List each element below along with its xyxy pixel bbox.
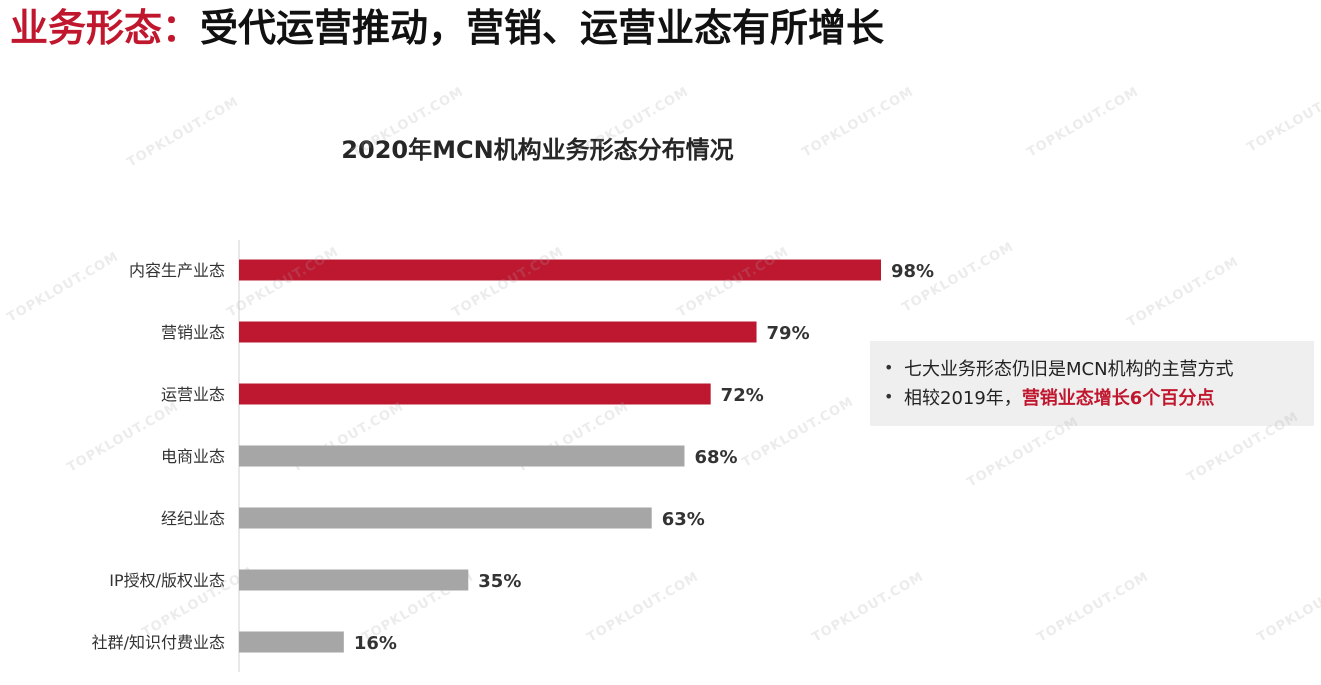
category-label: IP授权/版权业态 — [109, 571, 225, 590]
category-label: 社群/知识付费业态 — [92, 633, 225, 652]
note-text-1: 七大业务形态仍旧是MCN机构的主营方式 — [904, 358, 1234, 380]
note-line-2: • 相较2019年， 营销业态增长6个百分点 — [884, 382, 1314, 411]
category-label: 电商业态 — [161, 447, 225, 466]
headline-accent: 业务形态： — [10, 6, 201, 50]
bar — [239, 445, 685, 467]
value-label: 63% — [662, 509, 705, 530]
bullet-icon: • — [884, 358, 894, 377]
note-line-1: • 七大业务形态仍旧是MCN机构的主营方式 — [884, 353, 1314, 382]
bar — [239, 259, 881, 281]
bullet-icon: • — [884, 387, 894, 406]
note-text-2-prefix: 相较2019年， — [904, 387, 1022, 409]
value-label: 98% — [891, 261, 934, 282]
value-label: 68% — [694, 447, 737, 468]
bar — [239, 631, 344, 653]
headline: 业务形态：受代运营推动，营销、运营业态有所增长 — [10, 2, 884, 54]
category-label: 运营业态 — [161, 385, 225, 404]
bar — [239, 507, 652, 529]
bar — [239, 321, 757, 343]
headline-main: 受代运营推动，营销、运营业态有所增长 — [200, 6, 885, 50]
value-label: 16% — [354, 633, 397, 654]
category-label: 内容生产业态 — [129, 261, 225, 280]
value-label: 35% — [478, 571, 521, 592]
bar — [239, 383, 711, 405]
note-text-2-highlight: 营销业态增长6个百分点 — [1021, 387, 1215, 409]
category-label: 营销业态 — [161, 323, 225, 342]
value-label: 72% — [721, 385, 764, 406]
category-label: 经纪业态 — [161, 509, 225, 528]
bar — [239, 569, 469, 591]
chart-title: 2020年MCN机构业务形态分布情况 — [341, 136, 734, 164]
value-label: 79% — [767, 323, 810, 344]
note-box: • 七大业务形态仍旧是MCN机构的主营方式 • 相较2019年， 营销业态增长6个… — [870, 341, 1314, 426]
